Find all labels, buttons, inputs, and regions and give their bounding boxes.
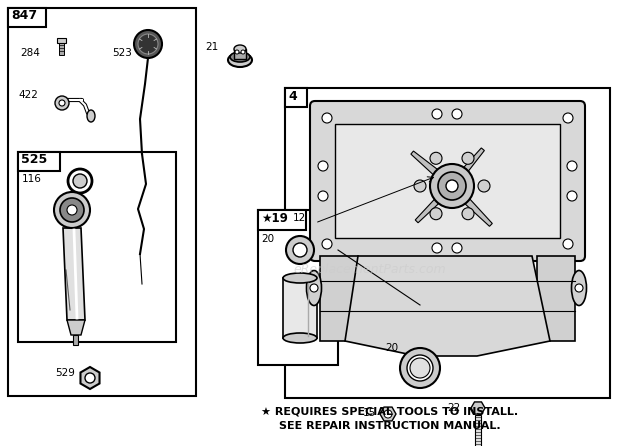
Text: 422: 422 <box>18 90 38 100</box>
Ellipse shape <box>228 53 252 67</box>
Circle shape <box>462 152 474 164</box>
Text: eReplacementParts.com: eReplacementParts.com <box>294 264 446 277</box>
Polygon shape <box>345 256 550 356</box>
Circle shape <box>241 50 245 54</box>
Circle shape <box>414 180 426 192</box>
Circle shape <box>59 100 65 106</box>
Text: 525: 525 <box>21 153 47 166</box>
Text: SEE REPAIR INSTRUCTION MANUAL.: SEE REPAIR INSTRUCTION MANUAL. <box>279 421 501 431</box>
Circle shape <box>322 239 332 249</box>
Bar <box>8 8 46 27</box>
Circle shape <box>54 192 90 228</box>
Bar <box>285 88 307 107</box>
Circle shape <box>400 348 440 388</box>
Ellipse shape <box>230 52 250 62</box>
Polygon shape <box>81 367 100 389</box>
Text: 12: 12 <box>293 213 306 223</box>
Circle shape <box>432 243 442 253</box>
Circle shape <box>138 34 158 54</box>
Circle shape <box>430 152 442 164</box>
Text: 529: 529 <box>55 368 75 378</box>
Ellipse shape <box>283 273 317 283</box>
Circle shape <box>286 236 314 264</box>
Ellipse shape <box>572 271 587 306</box>
Text: 4: 4 <box>288 90 297 103</box>
Circle shape <box>432 109 442 119</box>
Polygon shape <box>67 320 85 335</box>
Bar <box>475 415 481 446</box>
Circle shape <box>384 410 392 418</box>
Text: ★19: ★19 <box>261 212 288 225</box>
Circle shape <box>410 358 430 378</box>
Ellipse shape <box>283 333 317 343</box>
Bar <box>258 210 338 365</box>
Polygon shape <box>63 228 85 320</box>
Circle shape <box>430 164 474 208</box>
Circle shape <box>446 180 458 192</box>
Polygon shape <box>411 151 448 184</box>
Bar <box>8 8 196 396</box>
Text: 116: 116 <box>22 174 42 184</box>
Circle shape <box>67 205 77 215</box>
Polygon shape <box>455 189 492 226</box>
Polygon shape <box>380 407 396 421</box>
Text: 847: 847 <box>11 9 37 22</box>
Circle shape <box>73 174 87 188</box>
Bar <box>57 38 66 43</box>
Circle shape <box>85 373 95 383</box>
Text: 20: 20 <box>385 343 398 353</box>
Bar <box>59 43 64 55</box>
Circle shape <box>322 113 332 123</box>
Text: 21: 21 <box>205 42 218 52</box>
Circle shape <box>310 284 318 292</box>
FancyBboxPatch shape <box>310 101 585 261</box>
Text: ★ REQUIRES SPECIAL TOOLS TO INSTALL.: ★ REQUIRES SPECIAL TOOLS TO INSTALL. <box>262 406 518 416</box>
Bar <box>73 335 78 345</box>
Bar <box>335 124 560 238</box>
Ellipse shape <box>306 271 322 306</box>
Ellipse shape <box>234 45 246 53</box>
Circle shape <box>235 50 239 54</box>
Circle shape <box>462 208 474 220</box>
Bar <box>18 152 60 171</box>
Bar <box>285 88 610 398</box>
Circle shape <box>68 169 92 193</box>
Circle shape <box>438 172 466 200</box>
Text: 523: 523 <box>112 48 132 58</box>
Bar <box>258 210 306 230</box>
Circle shape <box>563 113 573 123</box>
Circle shape <box>293 243 307 257</box>
Circle shape <box>567 191 577 201</box>
Circle shape <box>55 96 69 110</box>
Circle shape <box>318 161 328 171</box>
Circle shape <box>430 208 442 220</box>
Circle shape <box>452 109 462 119</box>
Circle shape <box>478 180 490 192</box>
Circle shape <box>407 355 433 381</box>
Polygon shape <box>415 189 449 223</box>
Circle shape <box>563 239 573 249</box>
Text: 284: 284 <box>20 48 40 58</box>
Polygon shape <box>471 402 485 414</box>
Bar <box>320 256 358 341</box>
Circle shape <box>134 30 162 58</box>
Text: 22: 22 <box>447 403 460 413</box>
Bar <box>234 49 246 59</box>
Circle shape <box>567 161 577 171</box>
Polygon shape <box>454 148 484 182</box>
Text: 20: 20 <box>261 234 274 244</box>
Circle shape <box>452 243 462 253</box>
Text: 15: 15 <box>363 408 376 418</box>
Circle shape <box>60 198 84 222</box>
Bar <box>283 278 317 338</box>
Bar <box>18 152 176 342</box>
Ellipse shape <box>87 110 95 122</box>
Circle shape <box>318 191 328 201</box>
Circle shape <box>575 284 583 292</box>
Bar <box>537 256 575 341</box>
